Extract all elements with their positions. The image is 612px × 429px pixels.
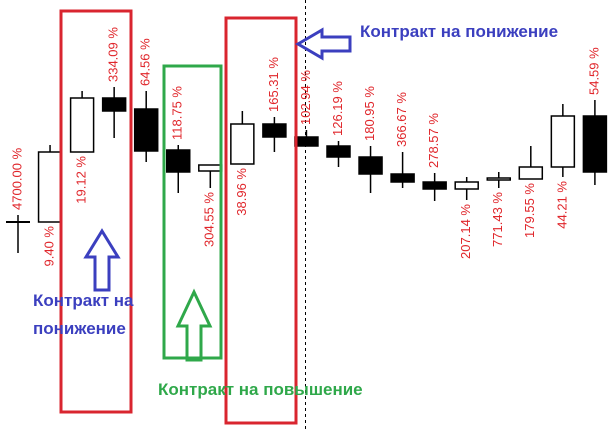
candle-bear — [390, 173, 415, 183]
blue-up-arrow-icon — [83, 228, 121, 292]
candle-bull — [198, 164, 223, 172]
candle-percent-label: 180.95 % — [362, 86, 377, 141]
candle-bear — [358, 156, 383, 175]
candle-bear — [262, 123, 287, 138]
candle-bull — [69, 97, 95, 153]
red-highlight-box-2 — [224, 16, 298, 425]
candle-bear — [326, 145, 351, 158]
top-right-annotation: Контракт на понижение — [360, 22, 559, 41]
candle-percent-label: 102.94 % — [298, 70, 313, 125]
green-up-arrow-icon — [175, 288, 213, 362]
candle-percent-label: 334.09 % — [106, 27, 121, 82]
candle-bear — [422, 181, 447, 190]
candle-percent-label: 126.19 % — [330, 81, 345, 136]
left-annotation-line1: Контракт на — [33, 291, 134, 310]
candle-percent-label: 19.12 % — [74, 156, 89, 204]
candle-bear — [166, 149, 191, 173]
candle-bull — [550, 115, 576, 168]
candle-bear — [582, 115, 608, 173]
candle-percent-label: 38.96 % — [234, 168, 249, 216]
left-annotation-line2: понижение — [33, 319, 126, 338]
candle-percent-label: 207.14 % — [458, 204, 473, 259]
candle-percent-label: 278.57 % — [426, 113, 441, 168]
candle-bull — [454, 181, 479, 190]
candle-percent-label: 771.43 % — [490, 192, 505, 247]
blue-left-arrow-icon — [295, 27, 352, 61]
candle-bear — [133, 108, 159, 152]
candle-bear — [101, 97, 127, 112]
red-highlight-box-1 — [59, 9, 133, 414]
green-highlight-box — [162, 64, 223, 360]
bottom-annotation: Контракт на повышение — [158, 380, 363, 399]
candle-bull — [230, 123, 255, 165]
left-annotation: Контракт на понижение — [33, 287, 133, 343]
candle-percent-label: 4700.00 % — [9, 147, 24, 210]
candle-bull — [486, 177, 511, 181]
candle-percent-label: 64.56 % — [138, 38, 153, 86]
candle-percent-label: 44.21 % — [554, 181, 569, 229]
candle-percent-label: 366.67 % — [394, 92, 409, 147]
candle-percent-label: 165.31 % — [266, 57, 281, 112]
candle-percent-label: 304.55 % — [202, 192, 217, 247]
candle-percent-label: 9.40 % — [41, 226, 56, 267]
candle-percent-label: 118.75 % — [170, 86, 185, 140]
candle-percent-label: 179.55 % — [522, 183, 537, 238]
candle-bull — [37, 151, 63, 223]
candle-bear — [294, 136, 319, 147]
candle-bull — [518, 166, 544, 180]
candle-percent-label: 54.59 % — [586, 47, 601, 95]
